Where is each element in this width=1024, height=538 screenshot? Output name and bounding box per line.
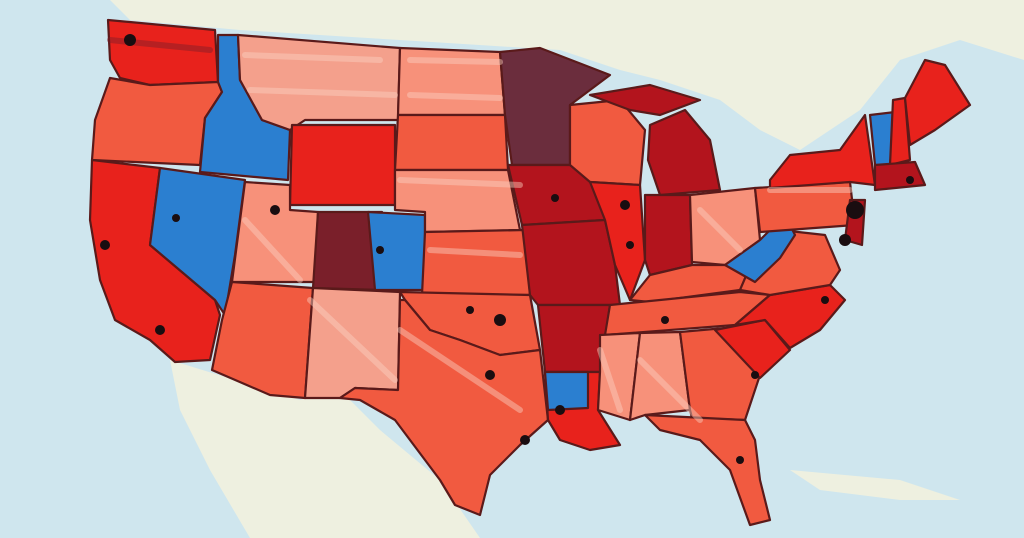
- state-michigan-upper: [588, 83, 702, 117]
- state-louisiana-north: [543, 370, 590, 412]
- state-alabama: [628, 330, 692, 422]
- states-layer: [88, 18, 972, 527]
- mexico-land: [170, 360, 480, 538]
- state-indiana: [643, 193, 694, 277]
- state-montana: [236, 33, 402, 132]
- cuba-land: [790, 470, 960, 500]
- state-new-hampshire: [888, 96, 912, 167]
- canada-land: [110, 0, 1024, 150]
- state-michigan: [646, 108, 722, 197]
- state-kansas: [420, 228, 532, 297]
- state-massachusetts: [873, 160, 927, 192]
- state-missouri: [520, 218, 622, 307]
- state-maine: [903, 58, 972, 147]
- state-south-dakota: [393, 113, 510, 172]
- state-new-york: [768, 113, 877, 190]
- state-washington: [106, 18, 220, 87]
- state-texas: [338, 298, 550, 517]
- city-marks: [100, 34, 914, 464]
- texture-streaks: [107, 37, 853, 423]
- state-mississippi: [596, 331, 642, 422]
- state-florida: [643, 413, 772, 527]
- state-wyoming: [288, 123, 397, 207]
